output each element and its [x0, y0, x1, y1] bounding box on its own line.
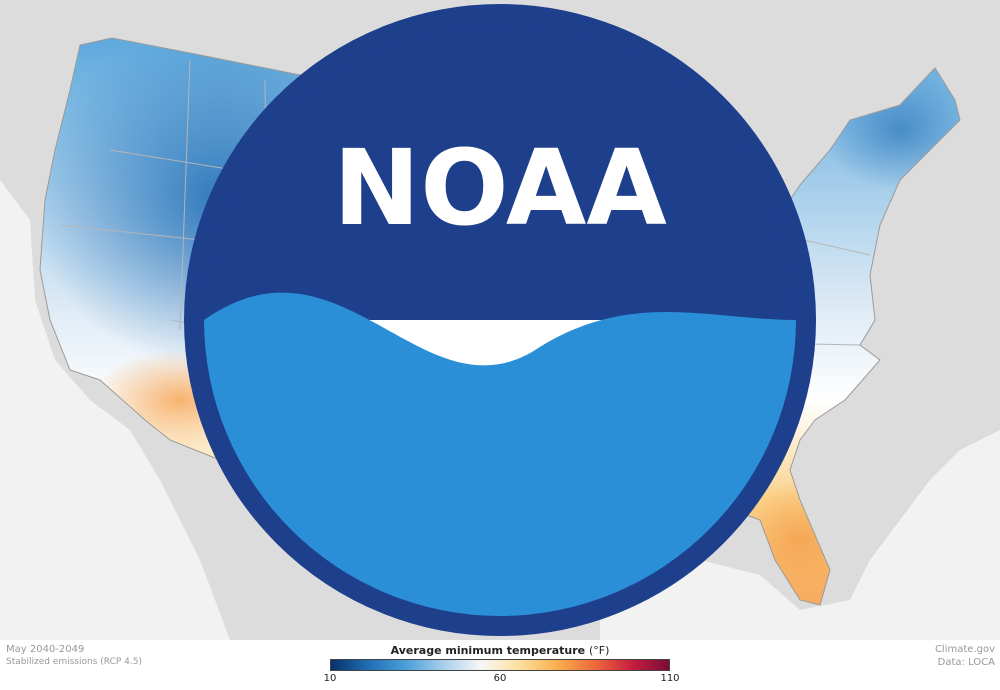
legend-ticks: 10 60 110 — [324, 671, 680, 685]
legend-title: Average minimum temperature (°F) — [330, 642, 670, 659]
noaa-logo: NOAA — [184, 4, 816, 636]
legend-tick-mid: 60 — [493, 673, 507, 684]
map-area: NOAA — [0, 0, 1000, 640]
legend-title-text: Average minimum temperature — [390, 644, 586, 657]
period-label: May 2040-2049 — [6, 644, 85, 655]
credits: Climate.gov Data: LOCA — [935, 643, 995, 669]
gulf-atlantic-water — [600, 430, 1000, 640]
noaa-logo-text: NOAA — [333, 127, 667, 249]
legend-tick-max: 110 — [660, 673, 680, 684]
legend-tick-min: 10 — [323, 673, 337, 684]
data-credit: Data: LOCA — [937, 657, 995, 668]
legend-color-bar — [330, 659, 670, 671]
pacific-water — [0, 180, 230, 640]
map-caption: May 2040-2049 Stabilized emissions (RCP … — [6, 643, 142, 669]
footer: May 2040-2049 Stabilized emissions (RCP … — [0, 640, 1000, 690]
source-credit: Climate.gov — [934, 644, 995, 655]
legend-unit: (°F) — [588, 644, 610, 657]
color-legend: Average minimum temperature (°F) 10 60 1… — [324, 642, 680, 685]
scenario-label: Stabilized emissions (RCP 4.5) — [6, 657, 142, 667]
